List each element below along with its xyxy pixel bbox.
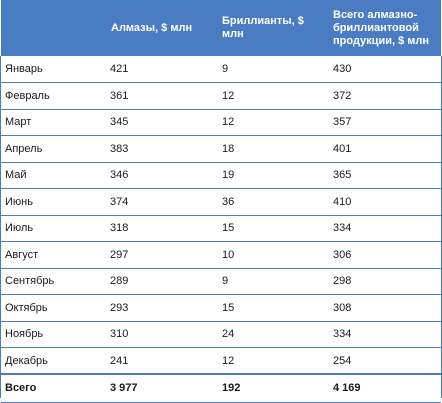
row-brilliants: 24 bbox=[218, 321, 330, 348]
row-total: 372 bbox=[330, 82, 441, 110]
table-left-border bbox=[0, 56, 1, 398]
table-row: Август 297 10 306 bbox=[1, 241, 441, 269]
row-brilliants: 12 bbox=[218, 82, 330, 110]
row-month: Август bbox=[1, 241, 105, 269]
row-brilliants: 15 bbox=[218, 215, 330, 242]
table-row: Сентябрь 289 9 298 bbox=[1, 268, 441, 295]
row-diamonds: 383 bbox=[105, 135, 218, 163]
table-row: Май 346 19 365 bbox=[1, 162, 441, 189]
row-brilliants: 9 bbox=[218, 268, 330, 295]
table-row: Январь 421 9 430 bbox=[1, 56, 441, 83]
row-month: Апрель bbox=[1, 135, 105, 163]
row-brilliants: 10 bbox=[218, 241, 330, 269]
row-brilliants: 12 bbox=[218, 347, 330, 375]
row-total: 357 bbox=[330, 109, 441, 136]
row-total: 306 bbox=[330, 241, 441, 269]
row-total: 334 bbox=[330, 215, 441, 242]
total-diamonds: 3 977 bbox=[105, 373, 218, 403]
row-diamonds: 421 bbox=[105, 56, 218, 83]
row-brilliants: 12 bbox=[218, 109, 330, 136]
row-diamonds: 310 bbox=[105, 321, 218, 348]
row-diamonds: 241 bbox=[105, 347, 218, 375]
row-diamonds: 318 bbox=[105, 215, 218, 242]
row-month: Февраль bbox=[1, 82, 105, 110]
row-brilliants: 18 bbox=[218, 135, 330, 163]
row-month: Май bbox=[1, 162, 105, 189]
row-brilliants: 19 bbox=[218, 162, 330, 189]
row-month: Сентябрь bbox=[1, 268, 105, 295]
row-diamonds: 361 bbox=[105, 82, 218, 110]
row-total: 254 bbox=[330, 347, 441, 375]
total-products: 4 169 bbox=[330, 373, 441, 403]
header-month bbox=[1, 0, 105, 56]
header-row: Алмазы, $ млн Бриллианты, $ млн Всего ал… bbox=[1, 0, 441, 56]
row-month: Ноябрь bbox=[1, 321, 105, 348]
row-total: 365 bbox=[330, 162, 441, 189]
table-row: Июнь 374 36 410 bbox=[1, 188, 441, 216]
row-diamonds: 293 bbox=[105, 294, 218, 322]
header-total-products: Всего алмазно-бриллиантовой продукции, $… bbox=[333, 8, 430, 47]
table-footer: Всего 3 977 192 4 169 bbox=[1, 373, 441, 403]
total-label: Всего bbox=[1, 373, 105, 403]
table-row: Март 345 12 357 bbox=[1, 109, 441, 136]
row-brilliants: 9 bbox=[218, 56, 330, 83]
total-row: Всего 3 977 192 4 169 bbox=[1, 373, 441, 403]
row-diamonds: 346 bbox=[105, 162, 218, 189]
table-row: Ноябрь 310 24 334 bbox=[1, 321, 441, 348]
row-total: 334 bbox=[330, 321, 441, 348]
row-total: 401 bbox=[330, 135, 441, 163]
table-row: Апрель 383 18 401 bbox=[1, 135, 441, 163]
row-month: Июль bbox=[1, 215, 105, 242]
row-month: Март bbox=[1, 109, 105, 136]
row-diamonds: 289 bbox=[105, 268, 218, 295]
row-total: 410 bbox=[330, 188, 441, 216]
row-brilliants: 15 bbox=[218, 294, 330, 322]
row-month: Июнь bbox=[1, 188, 105, 216]
row-month: Декабрь bbox=[1, 347, 105, 375]
table-body: Январь 421 9 430 Февраль 361 12 372 Март 345 12 357… bbox=[1, 56, 441, 375]
row-diamonds: 345 bbox=[105, 109, 218, 136]
row-diamonds: 297 bbox=[105, 241, 218, 269]
total-brilliants: 192 bbox=[218, 373, 330, 403]
table-row: Декабрь 241 12 254 bbox=[1, 347, 441, 375]
row-total: 298 bbox=[330, 268, 441, 295]
row-brilliants: 36 bbox=[218, 188, 330, 216]
header-brilliants: Бриллианты, $ млн bbox=[222, 15, 304, 40]
table-header: Алмазы, $ млн Бриллианты, $ млн Всего ал… bbox=[1, 0, 441, 56]
row-total: 430 bbox=[330, 56, 441, 83]
row-total: 308 bbox=[330, 294, 441, 322]
table-row: Июль 318 15 334 bbox=[1, 215, 441, 242]
row-month: Октябрь bbox=[1, 294, 105, 322]
row-diamonds: 374 bbox=[105, 188, 218, 216]
row-month: Январь bbox=[1, 56, 105, 83]
header-diamonds: Алмазы, $ млн bbox=[111, 21, 193, 34]
table-row: Февраль 361 12 372 bbox=[1, 82, 441, 110]
table-row: Октябрь 293 15 308 bbox=[1, 294, 441, 322]
